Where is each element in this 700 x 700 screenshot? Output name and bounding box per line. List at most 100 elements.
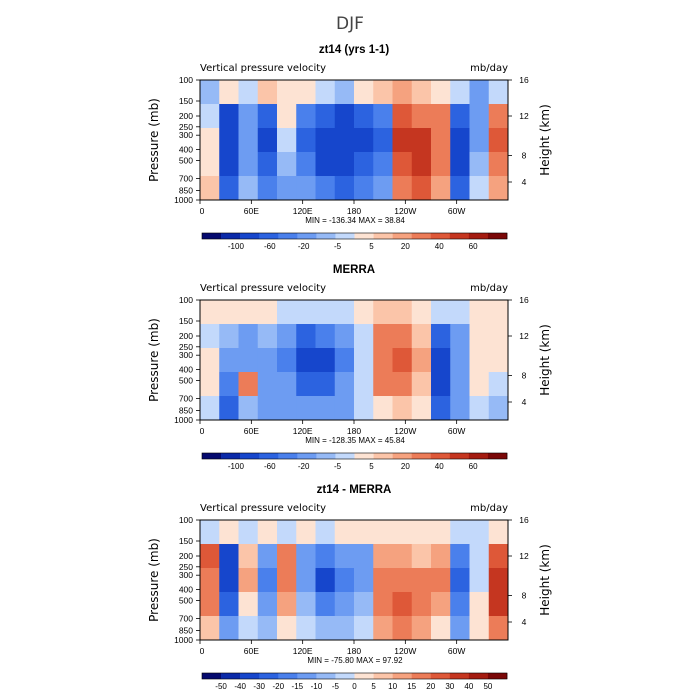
variable-label: Vertical pressure velocity: [200, 503, 326, 514]
field-cell: [488, 176, 509, 201]
colorbar-swatch: [487, 233, 508, 239]
colorbar-swatch: [259, 673, 279, 679]
colorbar-label: -40: [234, 682, 246, 691]
field-cell: [277, 396, 297, 421]
field-cell: [392, 324, 413, 349]
field-cell: [334, 520, 355, 545]
y-tick-label: 850: [179, 405, 193, 415]
colorbar-swatch: [259, 453, 279, 459]
y-tick-label: 250: [179, 122, 193, 132]
colorbar-label: -20: [298, 462, 310, 471]
field-cell: [257, 128, 278, 153]
field-cell: [450, 372, 470, 397]
y2-tick-label: 8: [522, 591, 527, 601]
field-cell: [431, 372, 451, 397]
field-cell: [257, 616, 278, 641]
colorbar-label: 60: [469, 242, 478, 251]
x-tick-label: 60E: [244, 646, 259, 656]
field-cell: [334, 348, 355, 373]
field-cell: [392, 348, 413, 373]
field-cell: [277, 80, 297, 105]
colorbar-label: -30: [253, 682, 265, 691]
field-cell: [296, 616, 316, 641]
field-cell: [354, 544, 374, 569]
field-cell: [392, 396, 413, 421]
field-cell: [431, 324, 451, 349]
field-cell: [450, 568, 470, 593]
y-tick-label: 150: [179, 536, 193, 546]
field-cell: [431, 104, 451, 129]
colorbar-swatch: [392, 673, 412, 679]
units-label: mb/day: [470, 283, 508, 294]
field-cell: [238, 544, 259, 569]
colorbar-swatch: [316, 673, 336, 679]
field-cell: [219, 348, 239, 373]
colorbar-label: -5: [334, 242, 342, 251]
y-tick-label: 300: [179, 130, 193, 140]
colorbar-label: 5: [371, 682, 376, 691]
field-cell: [373, 176, 393, 201]
colorbar-swatch: [278, 453, 298, 459]
colorbar-swatch: [240, 673, 260, 679]
colorbar-swatch: [449, 453, 470, 459]
colorbar-swatch: [411, 673, 432, 679]
field-cell: [469, 396, 490, 421]
y2-tick-label: 16: [519, 515, 529, 525]
field-cell: [488, 104, 509, 129]
field-cell: [257, 176, 278, 201]
field-cell: [373, 324, 393, 349]
field-cell: [200, 520, 220, 545]
field-cell: [296, 152, 316, 177]
y2-tick-label: 12: [519, 331, 529, 341]
x-tick-label: 180: [347, 426, 361, 436]
field-cell: [315, 520, 336, 545]
field-cell: [392, 80, 413, 105]
field-cell: [431, 520, 451, 545]
y-tick-label: 300: [179, 570, 193, 580]
field-cell: [315, 324, 336, 349]
colorbar-swatch: [335, 673, 355, 679]
field-cell: [277, 616, 297, 641]
y-axis-label: Pressure (mb): [147, 98, 161, 182]
field-cell: [296, 80, 316, 105]
y-tick-label: 200: [179, 331, 193, 341]
field-cell: [277, 176, 297, 201]
field-cell: [373, 616, 393, 641]
field-cell: [219, 80, 239, 105]
x-tick-label: 120W: [394, 426, 416, 436]
field-cell: [373, 80, 393, 105]
colorbar-swatch: [316, 453, 336, 459]
field-cell: [219, 568, 239, 593]
field-cell: [238, 568, 259, 593]
field-cell: [411, 616, 432, 641]
field-cell: [315, 128, 336, 153]
y-tick-label: 850: [179, 625, 193, 635]
field-cell: [411, 152, 432, 177]
field-cell: [238, 592, 259, 617]
field-cell: [469, 104, 490, 129]
field-cell: [315, 372, 336, 397]
x-tick-label: 60E: [244, 206, 259, 216]
colorbar-label: -20: [272, 682, 284, 691]
colorbar-swatch: [221, 673, 241, 679]
field-cell: [354, 372, 374, 397]
field-cell: [257, 104, 278, 129]
colorbar-swatch: [259, 233, 279, 239]
field: [200, 80, 509, 201]
colorbar-label: 10: [388, 682, 397, 691]
field-cell: [277, 152, 297, 177]
field-cell: [411, 176, 432, 201]
field-cell: [277, 568, 297, 593]
colorbar-frame: [201, 232, 508, 240]
panels: zt14 (yrs 1-1) Vertical pressure velocity…: [147, 44, 552, 691]
field-cell: [219, 520, 239, 545]
field-cell: [257, 396, 278, 421]
field-cell: [334, 300, 355, 325]
x-tick-label: 120E: [293, 206, 313, 216]
field-cell: [334, 544, 355, 569]
field-cell: [354, 616, 374, 641]
panel-3: zt14 - MERRA Vertical pressure velocity mb…: [147, 484, 552, 691]
variable-label: Vertical pressure velocity: [200, 63, 326, 74]
field-cell: [200, 176, 220, 201]
field-cell: [431, 592, 451, 617]
